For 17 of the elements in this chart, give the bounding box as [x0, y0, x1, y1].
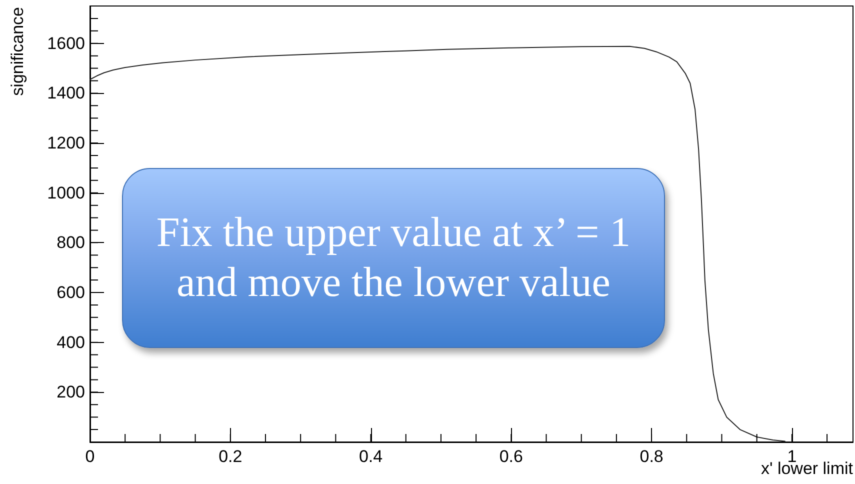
x-tick-label: 0.6 [499, 447, 523, 466]
y-tick-label: 1400 [47, 84, 85, 103]
x-tick-label: 0.4 [358, 447, 383, 466]
y-tick-label: 800 [56, 233, 85, 252]
line-series [90, 46, 786, 442]
x-tick-label: 0.8 [640, 447, 664, 466]
y-axis-title: significance [8, 7, 28, 96]
x-tick-label: 1 [787, 447, 797, 466]
y-tick-label: 1600 [47, 34, 85, 53]
x-tick-label: 0.2 [218, 447, 242, 466]
y-tick-label: 1200 [47, 134, 85, 153]
y-tick-label: 400 [56, 332, 85, 352]
annotation: Fix the upper value at x’ = 1 and move the lower value [122, 168, 665, 348]
x-tick-label: 0 [85, 447, 95, 466]
y-tick-label: 600 [56, 283, 85, 302]
y-tick-label: 1000 [47, 183, 85, 202]
y-tick-label: 200 [56, 382, 85, 402]
